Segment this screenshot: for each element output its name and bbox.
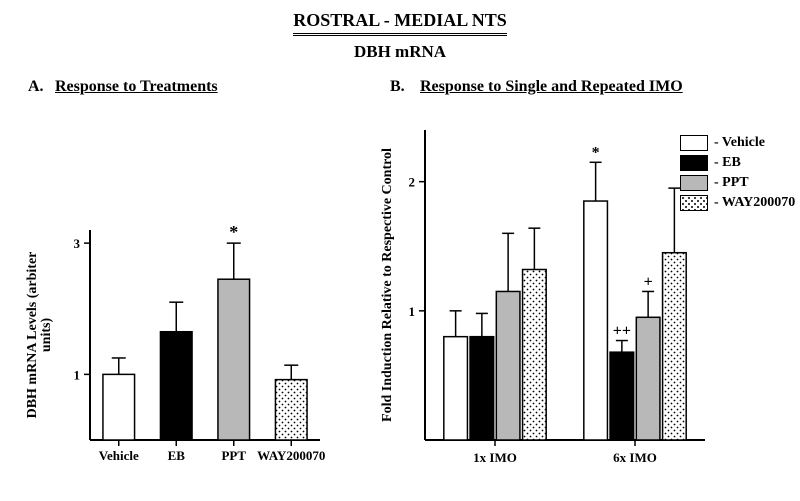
svg-text:+: + [644, 273, 653, 290]
legend-swatch [680, 155, 708, 171]
main-title-text: ROSTRAL - MEDIAL NTS [293, 10, 507, 36]
svg-text:*: * [229, 222, 238, 242]
panel-a-letter: A. [28, 78, 44, 96]
legend: - Vehicle - EB - PPT - WAY200070 [680, 135, 795, 215]
svg-text:++: ++ [613, 323, 631, 340]
subtitle: DBH mRNA [0, 42, 800, 62]
svg-text:PPT: PPT [221, 448, 246, 463]
legend-label: - PPT [714, 175, 749, 191]
svg-text:Vehicle: Vehicle [99, 448, 139, 463]
svg-text:1: 1 [74, 367, 81, 382]
legend-label: - WAY200070 [714, 195, 795, 211]
legend-swatch [680, 195, 708, 211]
legend-item: - WAY200070 [680, 195, 795, 211]
legend-swatch [680, 175, 708, 191]
svg-text:WAY200070: WAY200070 [257, 448, 325, 463]
legend-item: - PPT [680, 175, 795, 191]
legend-label: - Vehicle [714, 135, 765, 151]
legend-swatch [680, 135, 708, 151]
svg-text:Fold Induction Relative to Res: Fold Induction Relative to Respective Co… [380, 148, 395, 422]
panel-b-title: Response to Single and Repeated IMO [420, 78, 683, 96]
svg-text:2: 2 [409, 175, 416, 190]
chart-a: DBH mRNA Levels (arbiterunits) Vehicle EB *… [20, 220, 340, 480]
svg-text:*: * [592, 144, 600, 161]
svg-text:3: 3 [74, 236, 81, 251]
main-title: ROSTRAL - MEDIAL NTS [0, 10, 800, 36]
legend-item: - Vehicle [680, 135, 795, 151]
svg-text:6x IMO: 6x IMO [613, 450, 657, 465]
panel-a-title: Response to Treatments [55, 78, 218, 96]
svg-text:EB: EB [168, 448, 186, 463]
svg-text:DBH mRNA Levels (arbiterunits): DBH mRNA Levels (arbiterunits) [25, 252, 54, 419]
svg-text:1x IMO: 1x IMO [473, 450, 517, 465]
legend-label: - EB [714, 155, 741, 171]
panel-b-letter: B. [390, 78, 405, 96]
legend-item: - EB [680, 155, 795, 171]
svg-text:1: 1 [409, 304, 416, 319]
